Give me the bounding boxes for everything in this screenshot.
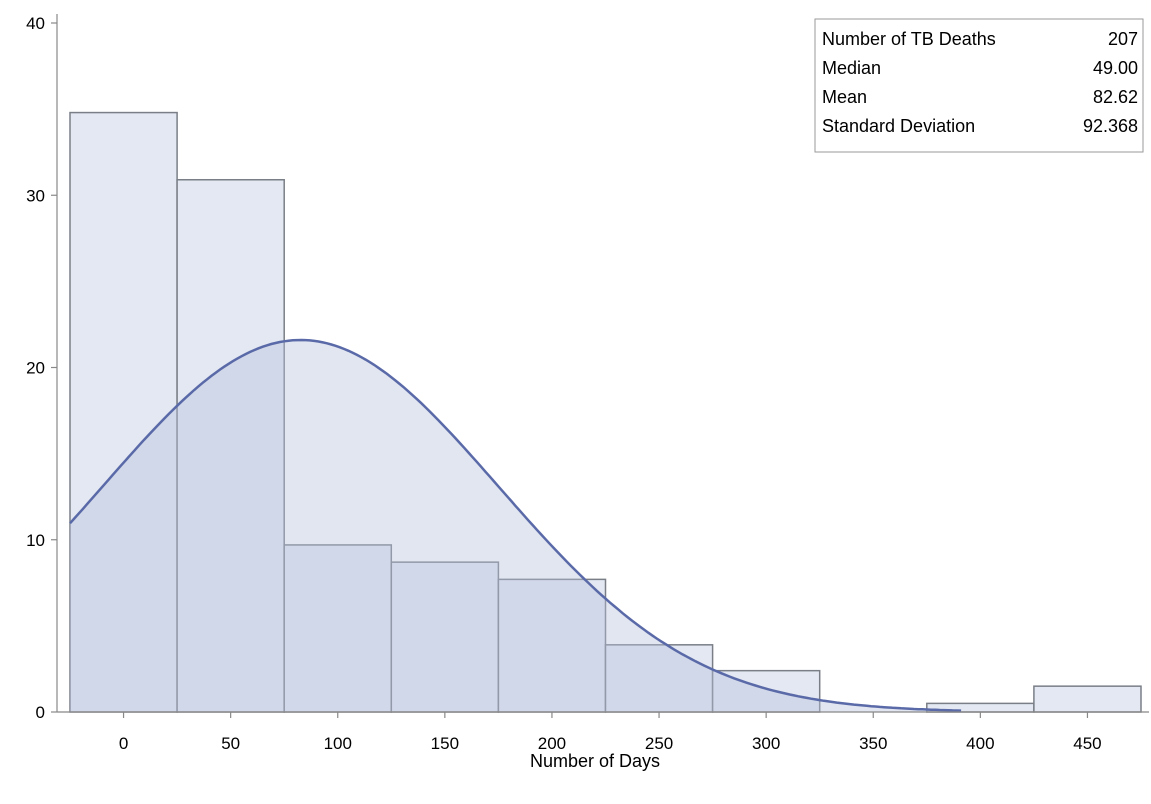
y-tick-label: 40 (26, 14, 45, 33)
x-tick-label: 250 (645, 734, 673, 753)
y-tick-label: 30 (26, 186, 45, 205)
histogram-bars (69, 111, 1142, 713)
histogram-bar-150 (390, 561, 500, 713)
y-tick-label: 0 (36, 703, 45, 722)
stats-label: Number of TB Deaths (822, 29, 996, 49)
y-tick-label: 10 (26, 531, 45, 550)
x-tick-label: 100 (324, 734, 352, 753)
stats-label: Median (822, 58, 881, 78)
x-tick-label: 150 (431, 734, 459, 753)
x-tick-label: 0 (119, 734, 128, 753)
stats-value: 207 (1108, 29, 1138, 49)
histogram-bar-200 (497, 578, 607, 713)
stats-label: Standard Deviation (822, 116, 975, 136)
x-tick-label: 50 (221, 734, 240, 753)
x-tick-label: 300 (752, 734, 780, 753)
histogram-bar-50 (176, 178, 285, 713)
histogram-bar-250 (604, 644, 714, 713)
stats-value: 82.62 (1093, 87, 1138, 107)
histogram-bar-100 (283, 544, 393, 713)
histogram-bar-450 (1033, 685, 1142, 713)
y-tick-label: 20 (26, 359, 45, 378)
stats-value: 49.00 (1093, 58, 1138, 78)
normal-curve-line (69, 338, 962, 712)
stats-value: 92.368 (1083, 116, 1138, 136)
x-tick-label: 400 (966, 734, 994, 753)
x-tick-label: 450 (1073, 734, 1101, 753)
normal-curve-area (70, 340, 962, 712)
histogram-bar-0 (69, 111, 178, 713)
stats-label: Mean (822, 87, 867, 107)
x-axis-title: Number of Days (530, 751, 660, 771)
stats-box-frame (814, 18, 1144, 153)
x-tick-label: 350 (859, 734, 887, 753)
x-tick-label: 200 (538, 734, 566, 753)
stats-inset-box: Number of TB Deaths 207 Median 49.00 Mean 82.… (814, 18, 1144, 153)
normal-density-curve (69, 338, 962, 712)
